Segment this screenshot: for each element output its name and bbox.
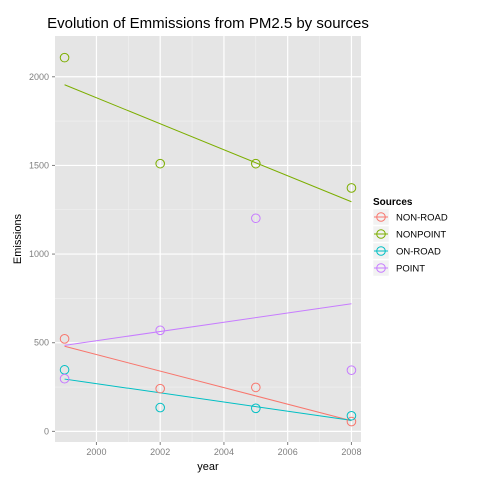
legend-title: Sources (373, 197, 413, 208)
chart-title: Evolution of Emmissions from PM2.5 by so… (47, 15, 369, 32)
x-axis-title: year (197, 461, 219, 473)
legend-label: NON-ROAD (396, 213, 448, 224)
point-nonpoint (155, 158, 165, 169)
y-axis-ticks: 0 500 1000 1500 2000 (29, 72, 55, 436)
point-point (155, 325, 165, 336)
trend-line-nonpoint (64, 84, 352, 203)
legend-label: ON-ROAD (396, 247, 441, 258)
trend-line-non-road (64, 345, 352, 422)
point-point (251, 213, 261, 224)
x-tick-label: 2002 (150, 447, 170, 457)
point-non-road (346, 416, 357, 427)
point-non-road (251, 382, 261, 393)
y-tick-label: 2000 (29, 72, 49, 82)
legend-key-point (376, 263, 386, 273)
y-tick-label: 500 (34, 338, 49, 348)
legend: Sources NON-ROAD NONPOINT ON-ROAD POINT (372, 197, 448, 277)
point-non-road (155, 383, 165, 394)
x-tick-label: 2006 (278, 447, 298, 457)
data-points (59, 52, 357, 427)
point-non-road (59, 334, 70, 344)
trend-lines (64, 84, 352, 422)
legend-key-point (376, 246, 386, 256)
point-point (59, 373, 70, 384)
trend-line-on-road (64, 378, 352, 421)
y-tick-label: 1500 (29, 160, 49, 170)
x-tick-label: 2008 (341, 447, 361, 457)
point-on-road (346, 410, 357, 421)
plot-panel (55, 36, 361, 442)
legend-label: POINT (396, 264, 425, 275)
y-tick-label: 0 (44, 426, 49, 436)
trend-line-point (64, 303, 352, 346)
point-on-road (251, 403, 261, 414)
x-axis-ticks: 2000 2002 2004 2006 2008 (86, 442, 361, 457)
y-axis-title: Emissions (12, 213, 24, 264)
point-nonpoint (59, 52, 70, 63)
point-point (346, 365, 357, 375)
legend-label: NONPOINT (396, 230, 446, 241)
x-tick-label: 2004 (214, 447, 234, 457)
y-tick-label: 1000 (29, 249, 49, 259)
legend-key-point (376, 212, 386, 222)
legend-key-point (376, 229, 386, 239)
x-tick-label: 2000 (86, 447, 106, 457)
point-on-road (155, 402, 165, 413)
point-nonpoint (251, 158, 261, 169)
point-nonpoint (346, 183, 357, 193)
